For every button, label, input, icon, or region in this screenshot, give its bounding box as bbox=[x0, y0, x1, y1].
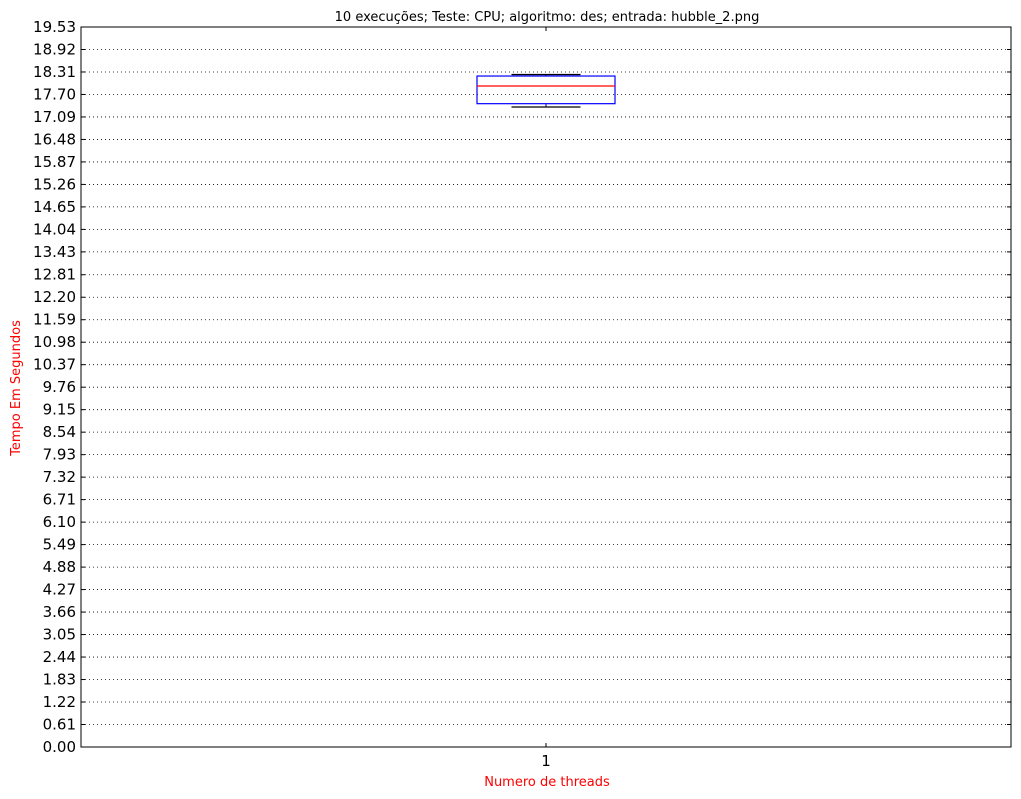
y-tick-label: 11.59 bbox=[33, 311, 76, 329]
y-tick-label: 5.49 bbox=[43, 536, 76, 554]
y-axis-label: Tempo Em Segundos bbox=[9, 320, 24, 457]
y-tick-label: 15.87 bbox=[33, 153, 76, 171]
x-axis-label: Numero de threads bbox=[484, 775, 610, 790]
y-tick-label: 0.00 bbox=[43, 738, 76, 756]
y-tick-label: 9.15 bbox=[43, 401, 76, 419]
y-tick-label: 14.65 bbox=[33, 198, 76, 216]
y-tick-label: 9.76 bbox=[43, 378, 76, 396]
y-tick-label: 19.53 bbox=[33, 18, 76, 36]
y-axis-ticks: 0.00 0.61 1.22 1.83 2.44 3.05 3.66 4.27 4.88 5.49… bbox=[33, 18, 1011, 756]
y-tick-label: 0.61 bbox=[43, 716, 76, 734]
y-tick-label: 12.20 bbox=[33, 288, 76, 306]
y-tick-label: 4.27 bbox=[43, 581, 76, 599]
x-axis-ticks: 1 bbox=[541, 27, 551, 770]
plot-frame bbox=[80, 26, 1012, 748]
y-tick-label: 1.83 bbox=[43, 671, 76, 689]
y-tick-label: 6.10 bbox=[43, 513, 76, 531]
y-tick-label: 8.54 bbox=[43, 423, 76, 441]
y-tick-label: 10.37 bbox=[33, 356, 76, 374]
y-tick-label: 15.26 bbox=[33, 175, 76, 193]
y-tick-label: 6.71 bbox=[43, 491, 76, 509]
y-tick-label: 7.93 bbox=[43, 446, 76, 464]
y-tick-label: 4.88 bbox=[43, 558, 76, 576]
y-tick-label: 18.31 bbox=[33, 63, 76, 81]
y-tick-label: 13.43 bbox=[33, 243, 76, 261]
y-tick-label: 10.98 bbox=[33, 333, 76, 351]
iqr-box bbox=[476, 75, 616, 105]
x-tick-label: 1 bbox=[541, 752, 551, 770]
y-tick-label: 3.05 bbox=[43, 626, 76, 644]
y-tick-label: 12.81 bbox=[33, 266, 76, 284]
box-series bbox=[476, 73, 616, 108]
grid-lines bbox=[81, 49, 1011, 725]
y-tick-label: 3.66 bbox=[43, 603, 76, 621]
y-tick-label: 7.32 bbox=[43, 468, 76, 486]
y-tick-label: 17.70 bbox=[33, 85, 76, 103]
y-tick-label: 1.22 bbox=[43, 693, 76, 711]
y-tick-label: 18.92 bbox=[33, 40, 76, 58]
y-tick-label: 17.09 bbox=[33, 108, 76, 126]
chart-title: 10 execuções; Teste: CPU; algoritmo: des… bbox=[335, 10, 760, 25]
y-tick-label: 14.04 bbox=[33, 220, 76, 238]
y-tick-label: 16.48 bbox=[33, 130, 76, 148]
y-tick-label: 2.44 bbox=[43, 648, 76, 666]
